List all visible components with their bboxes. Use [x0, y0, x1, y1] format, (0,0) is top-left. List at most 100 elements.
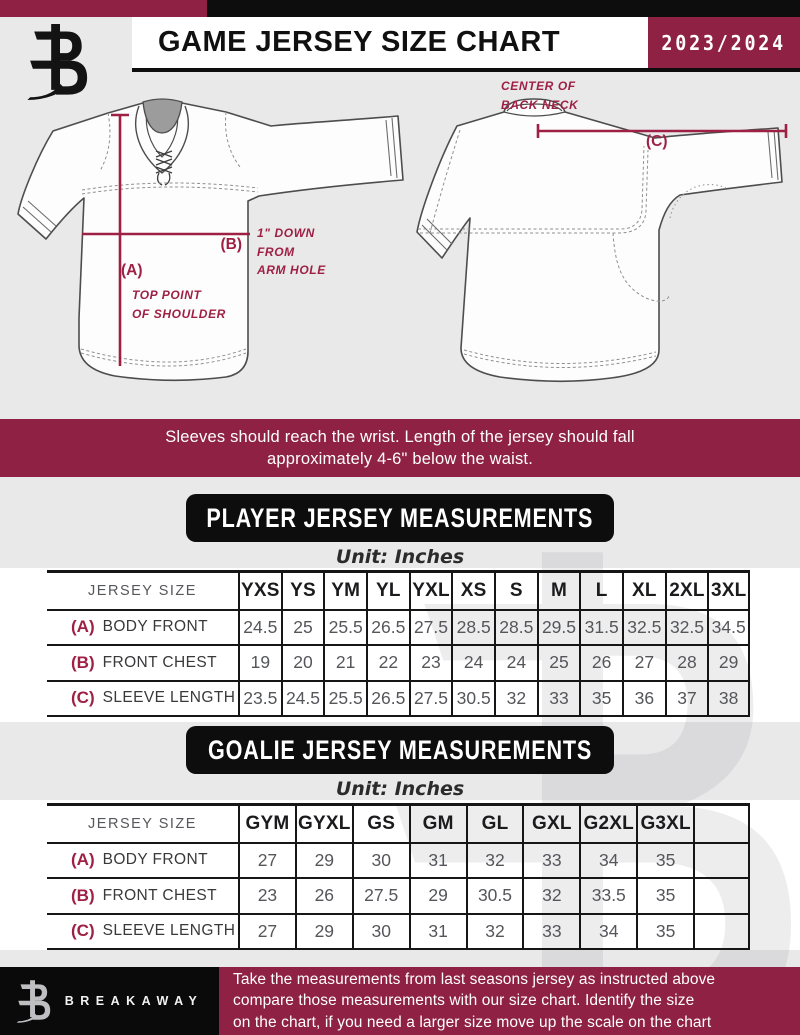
jersey-front-cuffs — [22, 117, 398, 233]
measurement-value: 31 — [408, 914, 466, 948]
size-column-header: GYXL — [294, 806, 352, 842]
row-label-text: BODY FRONT — [102, 851, 208, 869]
measurement-row: (C) SLEEVE LENGTH 23.5 24.5 25.5 26.5 27.5 30.5… — [47, 681, 750, 717]
size-column-header: YXS — [238, 573, 281, 609]
measurement-value: 32 — [522, 879, 579, 913]
measurement-value: 32 — [465, 843, 523, 877]
row-label-text: SLEEVE LENGTH — [102, 922, 236, 940]
size-column-header: G2XL — [579, 806, 636, 842]
measurement-value: 30 — [351, 914, 409, 948]
measurement-value: 27 — [238, 843, 295, 877]
size-column-header — [693, 806, 750, 842]
measurement-value: 27.5 — [351, 879, 409, 913]
measurement-value: 28 — [664, 646, 708, 680]
measurement-value: 23 — [238, 879, 295, 913]
row-key: (A) — [71, 850, 95, 870]
player-size-table: JERSEY SIZE YXS YS YM YL YXL XS S M L XL 2XL 3XL (A) B… — [47, 570, 750, 717]
row-label: (B) FRONT CHEST — [47, 879, 238, 913]
row-label: (A) BODY FRONT — [47, 844, 238, 878]
row-key: (A) — [71, 617, 95, 637]
measurement-value — [693, 843, 750, 877]
measurement-value: 23.5 — [238, 681, 281, 715]
size-column-header: YM — [323, 573, 366, 609]
measurement-value: 26 — [294, 879, 352, 913]
measurement-value: 34.5 — [707, 610, 750, 644]
size-column-header: YS — [280, 573, 324, 609]
size-column-header: YXL — [408, 573, 452, 609]
jersey-front-laces — [155, 150, 173, 186]
measurement-value: 33 — [522, 843, 579, 877]
measurement-row: (B) FRONT CHEST 19 20 21 22 23 24 24 25 26 27 28 29 — [47, 646, 750, 682]
row-label-text: BODY FRONT — [102, 618, 208, 636]
measurement-value: 26 — [579, 646, 622, 680]
measurement-value: 26.5 — [366, 681, 409, 715]
player-unit-label: Unit: Inches — [335, 546, 465, 568]
measurement-value: 21 — [323, 646, 366, 680]
measurement-value: 38 — [707, 681, 750, 715]
note-a: TOP POINT OF SHOULDER — [132, 288, 226, 321]
measurement-row: (A) BODY FRONT 27 29 30 31 32 33 34 35 — [47, 843, 750, 879]
goalie-unit-label: Unit: Inches — [335, 778, 465, 800]
measurement-value: 25 — [536, 646, 580, 680]
size-header-row: JERSEY SIZE GYM GYXL GS GM GL GXL G2XL G3XL — [47, 806, 750, 844]
size-column-header: G3XL — [636, 806, 693, 842]
size-column-header: 2XL — [664, 573, 708, 609]
row-key: (C) — [71, 688, 95, 708]
note-c: CENTER OF BACK NECK — [501, 79, 579, 112]
row-key: (C) — [71, 921, 95, 941]
size-column-header: 3XL — [707, 573, 750, 609]
measurement-value: 25.5 — [323, 610, 366, 644]
jersey-back-diagram — [416, 98, 788, 383]
jersey-back-body — [416, 98, 783, 383]
size-column-header: GM — [408, 806, 466, 842]
label-b: (B) — [220, 236, 242, 253]
measurement-value: 36 — [622, 681, 665, 715]
measurement-value: 34 — [579, 843, 636, 877]
size-column-header: S — [494, 573, 537, 609]
measurement-value: 19 — [238, 646, 281, 680]
jersey-size-label: JERSEY SIZE — [88, 582, 197, 599]
row-label: (A) BODY FRONT — [47, 611, 238, 645]
measurement-lines-back — [536, 124, 788, 138]
measurement-value: 27 — [622, 646, 665, 680]
season-label: 2023/2024 — [661, 30, 787, 55]
jersey-front-diagram — [17, 98, 404, 382]
measurement-value: 26.5 — [366, 610, 409, 644]
row-label: (C) SLEEVE LENGTH — [47, 915, 238, 949]
fit-notice-text: Sleeves should reach the wrist. Length o… — [165, 428, 635, 468]
measurement-row: (B) FRONT CHEST 23 26 27.5 29 30.5 32 33.5 35 — [47, 879, 750, 915]
measurement-value: 34 — [579, 914, 636, 948]
measurement-value: 28.5 — [451, 610, 494, 644]
row-label: (B) FRONT CHEST — [47, 646, 238, 680]
measurement-value: 24 — [451, 646, 494, 680]
measurement-value: 33 — [522, 914, 579, 948]
measurement-value: 27 — [238, 914, 295, 948]
measurement-value: 20 — [280, 646, 324, 680]
measurement-value: 30.5 — [451, 681, 494, 715]
footer-brand-name: BREAKAWAY — [64, 994, 204, 1008]
measurement-value — [693, 914, 750, 948]
size-header-row: JERSEY SIZE YXS YS YM YL YXL XS S M L XL 2XL 3XL — [47, 573, 750, 611]
row-label-text: SLEEVE LENGTH — [102, 689, 236, 707]
size-column-header: GL — [465, 806, 523, 842]
measurement-value: 35 — [636, 914, 693, 948]
measurement-value: 30 — [351, 843, 409, 877]
header-title-box: GAME JERSEY SIZE CHART — [132, 17, 648, 68]
measurement-value: 24.5 — [280, 681, 324, 715]
measurement-value: 31 — [408, 843, 466, 877]
measurement-value: 29 — [707, 646, 750, 680]
measurement-value: 33.5 — [579, 879, 636, 913]
row-label-text: FRONT CHEST — [102, 886, 217, 904]
size-column-header: YL — [366, 573, 409, 609]
footer-brand-box: BREAKAWAY — [0, 967, 219, 1035]
goalie-measurements-title: GOALIE JERSEY MEASUREMENTS — [207, 734, 593, 765]
page-title: GAME JERSEY SIZE CHART — [158, 26, 561, 58]
footer-instructions-box: Take the measurements from last seasons … — [219, 967, 800, 1035]
jersey-back-cuffs — [421, 129, 779, 251]
measurement-value: 29 — [408, 879, 466, 913]
measurement-value: 37 — [664, 681, 708, 715]
player-measurements-title: PLAYER JERSEY MEASUREMENTS — [206, 502, 594, 533]
breakaway-b-footer-icon — [16, 979, 50, 1023]
season-badge: 2023/2024 — [648, 17, 800, 68]
